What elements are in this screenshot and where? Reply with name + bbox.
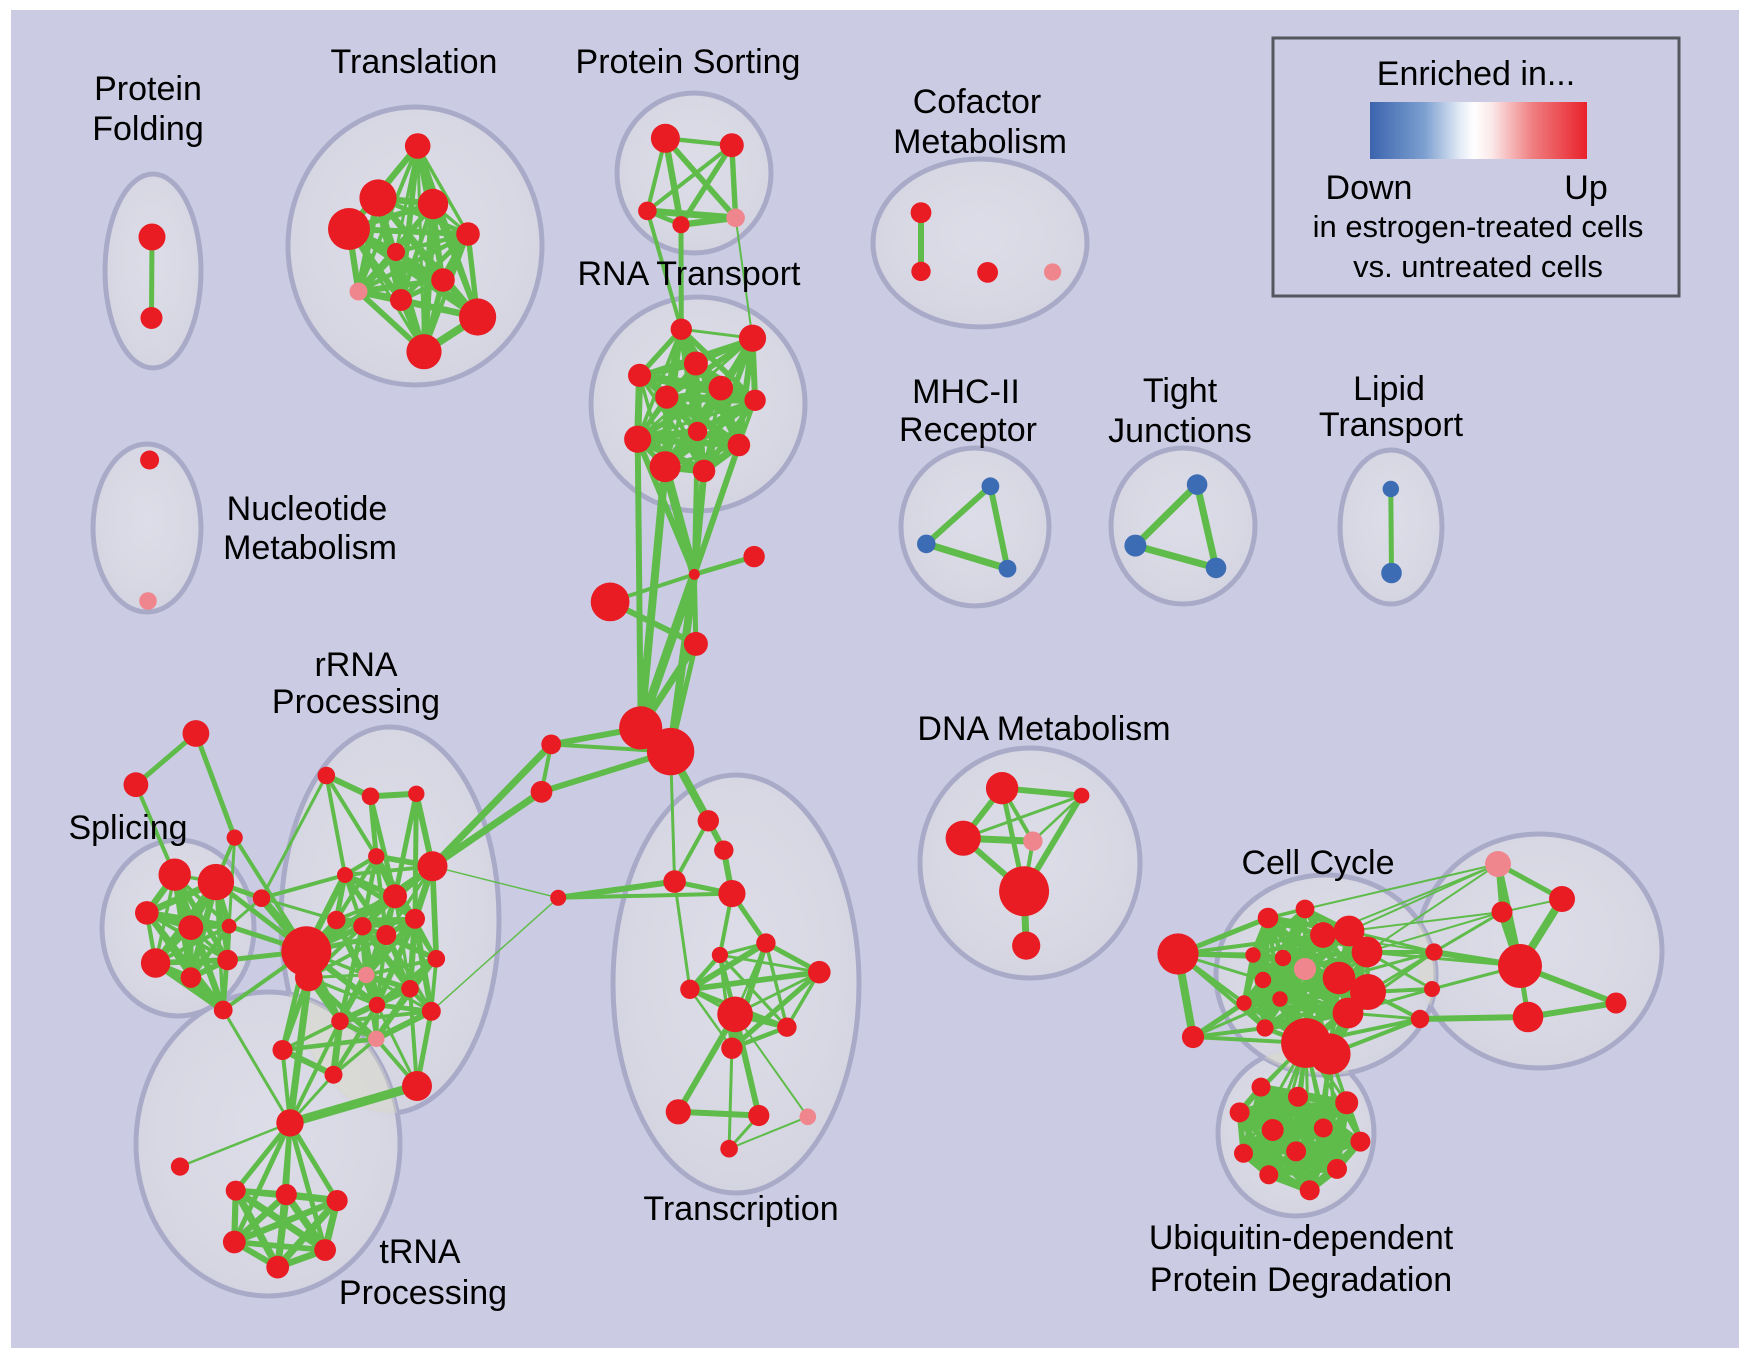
svg-text:RNA Transport: RNA Transport [578,255,802,293]
svg-text:in estrogen-treated cells: in estrogen-treated cells [1313,209,1644,244]
svg-text:Transcription: Transcription [643,1190,838,1228]
svg-text:Tight: Tight [1143,372,1218,410]
svg-text:Ubiquitin-dependent: Ubiquitin-dependent [1149,1219,1454,1257]
svg-text:Down: Down [1326,169,1413,207]
svg-text:Protein Degradation: Protein Degradation [1150,1261,1452,1299]
svg-text:Cell Cycle: Cell Cycle [1241,844,1394,882]
svg-text:tRNA: tRNA [379,1233,461,1271]
svg-text:Up: Up [1564,169,1607,207]
svg-text:Folding: Folding [92,110,204,148]
svg-text:Translation: Translation [331,43,498,81]
svg-text:Lipid: Lipid [1353,370,1425,408]
svg-text:Nucleotide: Nucleotide [227,490,388,528]
svg-text:Protein: Protein [94,70,202,108]
svg-text:MHC-II: MHC-II [912,373,1020,411]
svg-text:Splicing: Splicing [68,809,187,847]
svg-text:Protein Sorting: Protein Sorting [576,43,801,81]
svg-text:rRNA: rRNA [314,646,397,684]
svg-text:DNA Metabolism: DNA Metabolism [917,710,1170,748]
svg-text:Processing: Processing [339,1274,507,1312]
svg-text:Transport: Transport [1319,406,1464,444]
svg-text:Metabolism: Metabolism [893,123,1067,161]
svg-text:Metabolism: Metabolism [223,529,397,567]
svg-text:vs. untreated cells: vs. untreated cells [1353,249,1603,284]
svg-text:Enriched in...: Enriched in... [1377,55,1575,93]
svg-text:Cofactor: Cofactor [913,83,1042,121]
svg-text:Receptor: Receptor [899,411,1037,449]
svg-text:Processing: Processing [272,683,440,721]
svg-text:Junctions: Junctions [1108,412,1252,450]
